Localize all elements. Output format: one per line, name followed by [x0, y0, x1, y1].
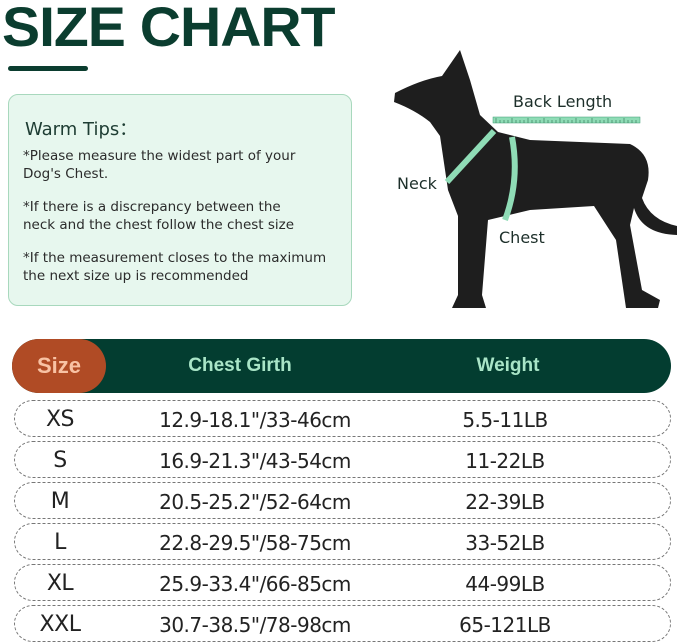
chest-cell: 22.8-29.5"/58-75cm: [159, 530, 351, 555]
chest-cell: 12.9-18.1"/33-46cm: [159, 407, 351, 432]
neck-label: Neck: [397, 174, 437, 193]
chest-cell: 20.5-25.2"/52-64cm: [159, 489, 351, 514]
header-weight: Weight: [476, 355, 540, 376]
size-cell: XXL: [39, 612, 81, 637]
dog-measurement-diagram: [394, 50, 677, 308]
chest-cell: 16.9-21.3"/43-54cm: [159, 448, 351, 473]
size-cell: S: [53, 448, 67, 473]
size-cell: XL: [46, 571, 74, 596]
back-length-tape: [492, 116, 641, 124]
neck-tape: [444, 128, 497, 185]
tip-line: *Please measure the widest part of your: [23, 148, 296, 164]
table-row: XXL 30.7-38.5"/78-98cm 65-121LB: [14, 605, 671, 642]
tip-line: the next size up is recommended: [23, 268, 249, 284]
header-chest-girth: Chest Girth: [188, 355, 292, 376]
dog-silhouette-icon: [394, 50, 677, 308]
header-size: Size: [12, 339, 106, 393]
chest-tape: [502, 136, 518, 222]
table-header: [12, 339, 671, 393]
tip-2: *If there is a discrepancy between the n…: [23, 198, 348, 234]
title-underline: [8, 66, 88, 71]
weight-cell: 5.5-11LB: [462, 407, 548, 432]
size-cell: L: [54, 530, 66, 555]
chest-cell: 30.7-38.5"/78-98cm: [159, 612, 351, 637]
tip-1: *Please measure the widest part of your …: [23, 147, 348, 183]
tip-line: Dog's Chest.: [23, 166, 109, 182]
tips-heading: Warm Tips：: [25, 119, 138, 140]
chest-cell: 25.9-33.4"/66-85cm: [159, 571, 351, 596]
table-row: XS 12.9-18.1"/33-46cm 5.5-11LB: [14, 400, 671, 437]
weight-cell: 33-52LB: [465, 530, 545, 555]
page-title: SIZE CHART: [2, 0, 336, 58]
warm-tips-box: Warm Tips： *Please measure the widest pa…: [8, 94, 352, 306]
size-cell: XS: [45, 407, 75, 432]
back-length-label: Back Length: [513, 92, 613, 111]
tip-line: *If the measurement closes to the maximu…: [23, 250, 327, 266]
weight-cell: 11-22LB: [465, 448, 545, 473]
table-row: M 20.5-25.2"/52-64cm 22-39LB: [14, 482, 671, 519]
tip-3: *If the measurement closes to the maximu…: [23, 249, 348, 285]
table-row: L 22.8-29.5"/58-75cm 33-52LB: [14, 523, 671, 560]
weight-cell: 44-99LB: [465, 571, 545, 596]
tip-line: *If there is a discrepancy between the: [23, 199, 281, 215]
weight-cell: 65-121LB: [459, 612, 551, 637]
chest-label: Chest: [499, 228, 545, 247]
weight-cell: 22-39LB: [465, 489, 545, 514]
tip-line: neck and the chest follow the chest size: [23, 217, 295, 233]
table-row: S 16.9-21.3"/43-54cm 11-22LB: [14, 441, 671, 478]
size-cell: M: [50, 489, 70, 514]
table-row: XL 25.9-33.4"/66-85cm 44-99LB: [14, 564, 671, 601]
